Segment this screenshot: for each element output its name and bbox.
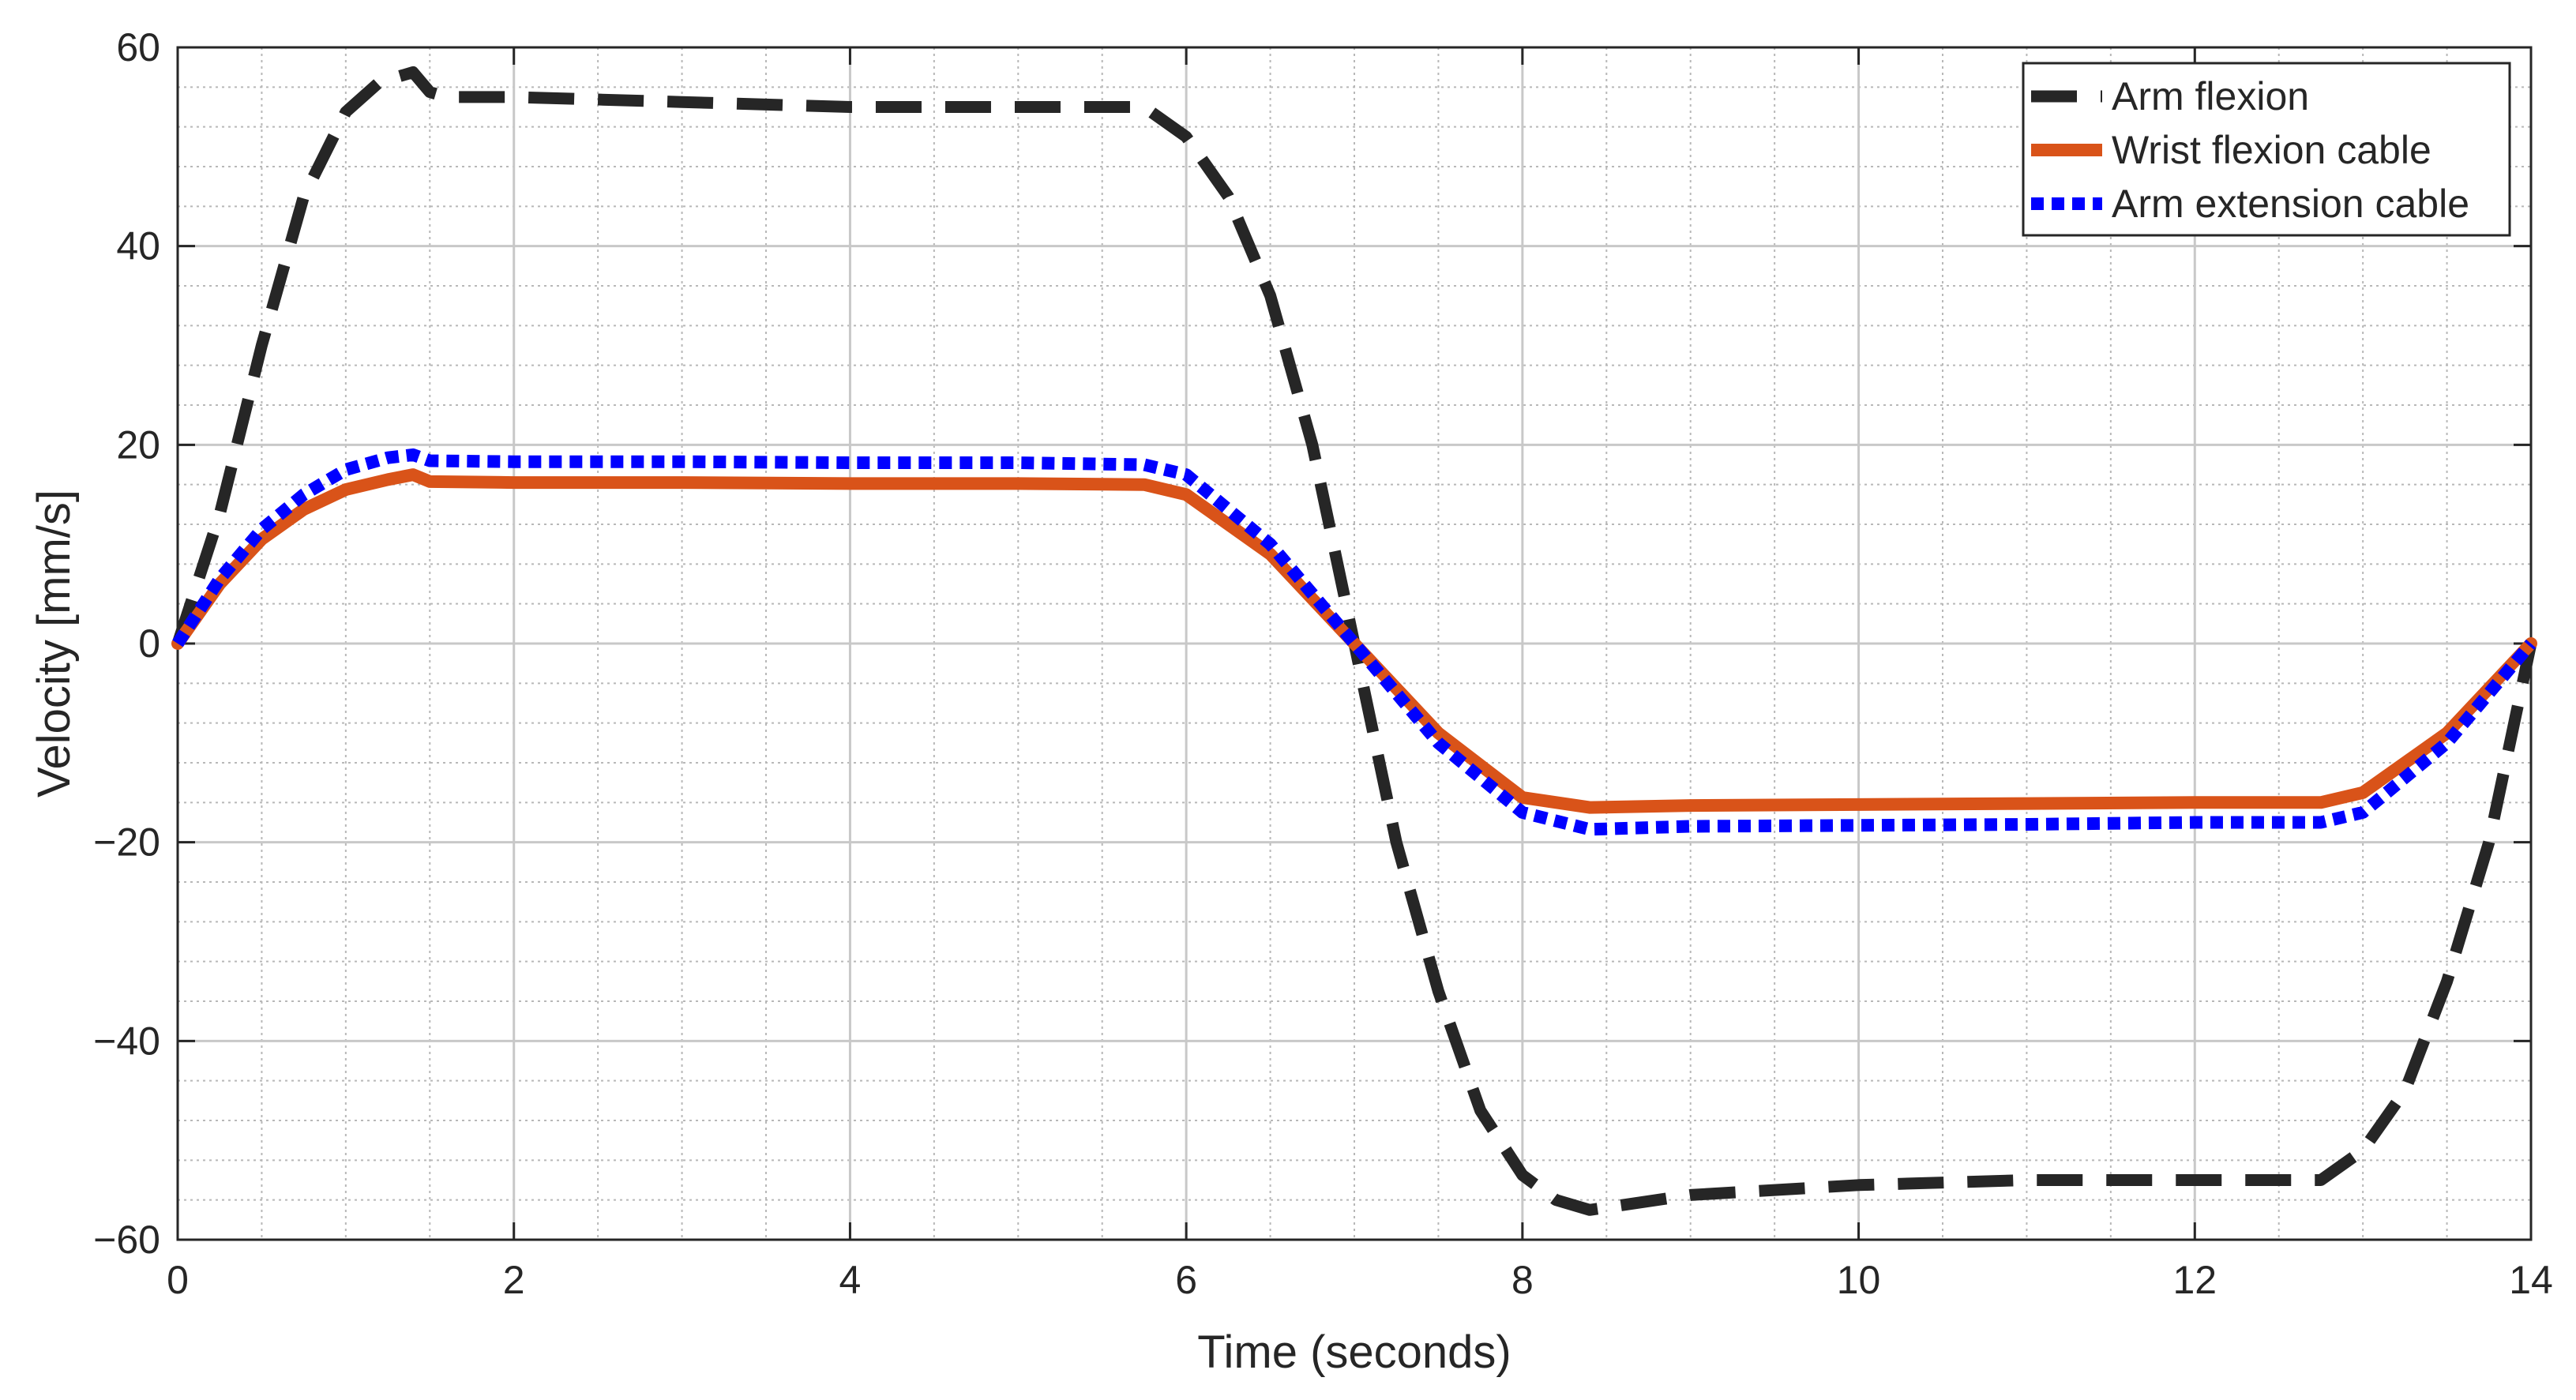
x-tick-label: 6 xyxy=(1175,1258,1197,1302)
y-tick-label: −40 xyxy=(93,1019,160,1063)
x-tick-label: 0 xyxy=(167,1258,189,1302)
legend: Arm flexion Wrist flexion cable Arm extens… xyxy=(2022,62,2511,237)
x-tick-label: 12 xyxy=(2172,1258,2217,1302)
y-axis-title: Velocity [mm/s] xyxy=(28,490,80,798)
legend-label-3: Arm extension cable xyxy=(2112,182,2469,226)
y-tick-label: 40 xyxy=(116,224,160,268)
legend-box xyxy=(2022,62,2511,237)
y-tick-label: 60 xyxy=(116,25,160,69)
x-tick-label: 10 xyxy=(1837,1258,1881,1302)
y-tick-label: −60 xyxy=(93,1218,160,1262)
series-line-1 xyxy=(171,66,2537,1216)
series-line-2 xyxy=(171,468,2537,814)
y-tick-label: 0 xyxy=(138,621,160,666)
legend-label-2: Wrist flexion cable xyxy=(2112,128,2431,172)
series-line-3 xyxy=(172,448,2537,836)
x-axis-title: Time (seconds) xyxy=(1197,1327,1511,1378)
x-tick-label: 14 xyxy=(2509,1258,2553,1302)
x-tick-label: 8 xyxy=(1511,1258,1534,1302)
series-lines xyxy=(171,66,2537,1216)
legend-label-1: Arm flexion xyxy=(2112,74,2309,118)
x-tick-label: 4 xyxy=(839,1258,862,1302)
x-tick-label: 2 xyxy=(503,1258,525,1302)
y-tick-label: 20 xyxy=(116,422,160,467)
y-tick-label: −20 xyxy=(93,820,160,865)
